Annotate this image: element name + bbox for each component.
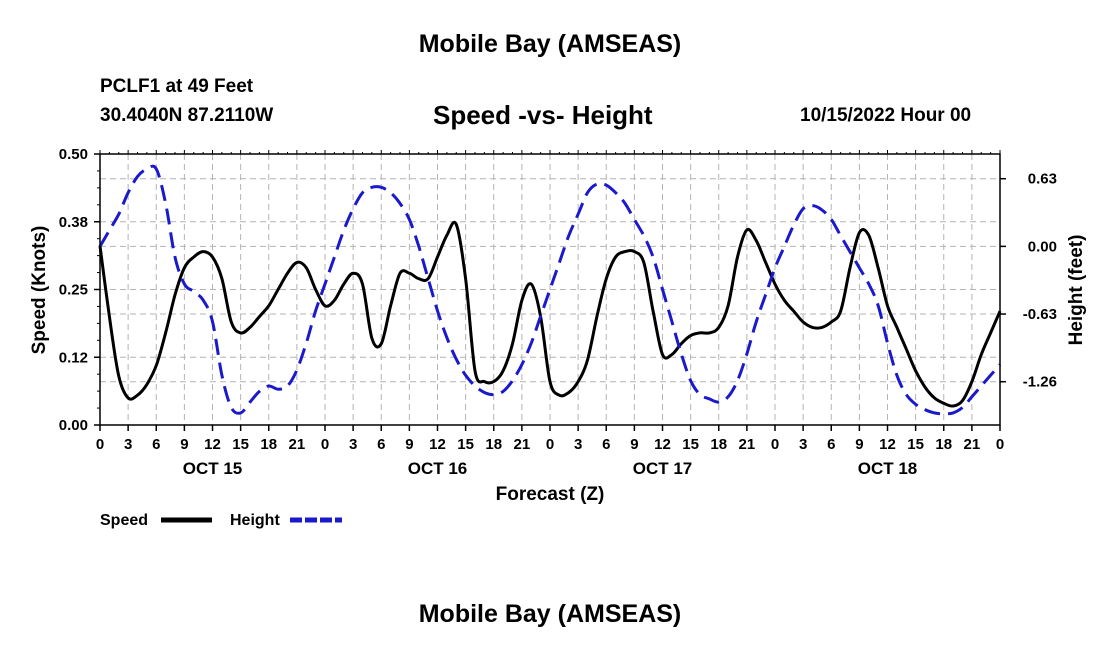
x-tick-label: 3	[349, 436, 357, 453]
day-label: OCT 17	[633, 459, 693, 478]
x-tick-label: 0	[96, 436, 104, 453]
x-tick-label: 18	[710, 436, 727, 453]
x-tick-label: 6	[377, 436, 385, 453]
y-tick-label: 0.38	[59, 214, 88, 231]
y-tick-label: 0.25	[59, 282, 88, 299]
x-tick-label: 18	[260, 436, 277, 453]
x-tick-label: 6	[152, 436, 160, 453]
x-tick-label: 12	[654, 436, 671, 453]
x-tick-label: 3	[124, 436, 132, 453]
x-tick-label: 3	[574, 436, 582, 453]
y-tick-label: 0.00	[59, 417, 88, 434]
x-tick-label: 0	[771, 436, 779, 453]
x-tick-label: 0	[996, 436, 1004, 453]
x-tick-label: 12	[204, 436, 221, 453]
x-tick-label: 21	[289, 436, 306, 453]
station-label: PCLF1 at 49 Feet	[100, 76, 254, 97]
x-tick-label: 18	[935, 436, 952, 453]
x-tick-label: 9	[405, 436, 413, 453]
y2-tick-label: 0.00	[1028, 238, 1057, 255]
x-tick-label: 9	[855, 436, 863, 453]
x-tick-label: 15	[907, 436, 924, 453]
chart-title: Mobile Bay (AMSEAS)	[418, 30, 682, 58]
y2-axis-label: Height (feet)	[1066, 235, 1087, 346]
x-tick-label: 15	[457, 436, 474, 453]
x-tick-label: 0	[546, 436, 554, 453]
x-tick-label: 21	[739, 436, 756, 453]
forecast-datetime: 10/15/2022 Hour 00	[800, 105, 972, 126]
x-tick-label: 12	[429, 436, 446, 453]
day-label: OCT 15	[183, 459, 243, 478]
coordinates-label: 30.4040N 87.2110W	[100, 105, 274, 126]
legend-speed-label: Speed	[100, 512, 148, 529]
x-axis-label: Forecast (Z)	[496, 484, 605, 505]
day-label: OCT 16	[408, 459, 468, 478]
chart-subtitle: Speed -vs- Height	[433, 100, 653, 130]
x-tick-label: 12	[879, 436, 896, 453]
x-tick-label: 21	[964, 436, 981, 453]
x-tick-label: 6	[602, 436, 610, 453]
day-label: OCT 18	[858, 459, 918, 478]
y2-tick-label: -0.63	[1023, 306, 1057, 323]
y-tick-label: 0.12	[59, 349, 88, 366]
grid	[100, 154, 1000, 425]
x-tick-label: 21	[514, 436, 531, 453]
axes: 0 3 6 9 12 15 18 21 0 3 6 9 12 15 18 21 0 3 6 9 12 15 18 21 0 3 6 9…	[59, 146, 1057, 478]
x-tick-label: 9	[630, 436, 638, 453]
y-axis-label: Speed (Knots)	[29, 226, 50, 355]
chart-title-repeat: Mobile Bay (AMSEAS)	[418, 600, 682, 628]
x-tick-label: 15	[682, 436, 699, 453]
y2-tick-label: -1.26	[1023, 374, 1057, 391]
x-tick-label: 6	[827, 436, 835, 453]
legend: Speed Height	[100, 512, 342, 529]
series	[98, 164, 1002, 416]
x-tick-label: 0	[321, 436, 329, 453]
height-series-line	[98, 164, 1002, 416]
speed-series-line	[98, 220, 1002, 408]
x-tick-label: 3	[799, 436, 807, 453]
legend-height-label: Height	[230, 512, 280, 529]
x-tick-label: 15	[232, 436, 249, 453]
x-tick-label: 9	[180, 436, 188, 453]
y-tick-label: 0.50	[59, 146, 88, 163]
y2-tick-label: 0.63	[1028, 171, 1057, 188]
x-tick-label: 18	[485, 436, 502, 453]
